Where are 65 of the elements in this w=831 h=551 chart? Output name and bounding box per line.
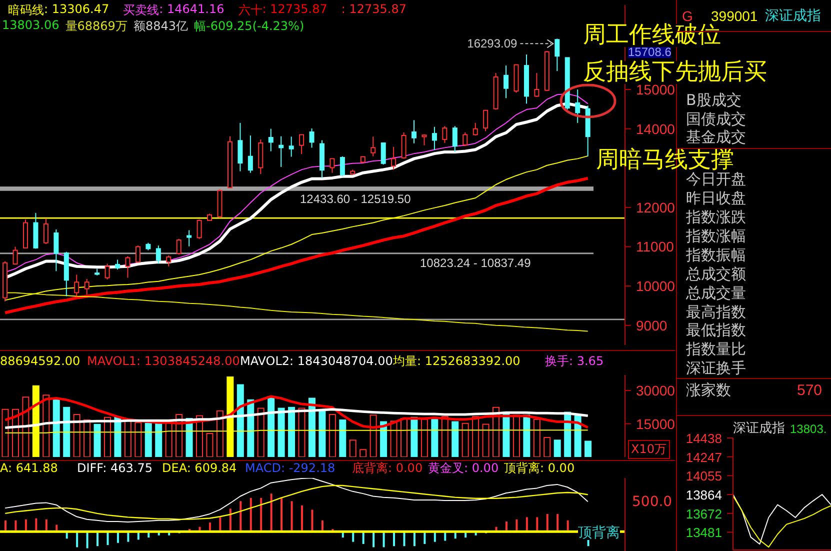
- text: 黄金叉: 0.00: [428, 461, 499, 475]
- text: 今日开盘: [686, 170, 746, 188]
- annotation: : 13306.47: [44, 2, 110, 18]
- text: 暗码线: [8, 2, 44, 19]
- text: 顶背离: 0.00: [504, 461, 575, 475]
- text: DIFF: 463.75: [77, 461, 152, 475]
- annotation: 顶背离: [578, 525, 620, 541]
- y-tick-label: 14055: [686, 468, 722, 484]
- text: 涨家数: [686, 381, 731, 399]
- annotation: 额8843亿: [133, 18, 188, 35]
- text: G: [682, 8, 693, 24]
- y-tick-label: 13481: [686, 525, 722, 540]
- text: 基金成交: [686, 128, 746, 146]
- y-tick-label: 9000: [636, 317, 668, 334]
- text: 总成交额: [686, 265, 746, 283]
- text: 总成交量: [686, 284, 746, 302]
- text: 买卖线: [123, 2, 160, 19]
- annotation: : 14641.16: [159, 2, 224, 18]
- annotation: 量68869万: [65, 18, 128, 35]
- annotation: : 12735.87: [341, 2, 406, 18]
- text: 底背离: 0.00: [352, 461, 423, 475]
- annotation: : 12735.87: [262, 2, 328, 18]
- y-tick-label: 14000: [636, 120, 676, 137]
- y-tick-label: 13864: [686, 487, 722, 502]
- text: 均量: 1252683392.00: [393, 354, 520, 368]
- text: 570: [797, 382, 822, 399]
- y-tick-label: 13672: [686, 506, 722, 522]
- y-tick-label: 30000: [636, 382, 676, 399]
- text: 六十: [238, 2, 262, 19]
- text: 399001: [711, 8, 758, 24]
- text: A: 641.88: [0, 461, 58, 475]
- y-tick-label: 12000: [636, 199, 676, 216]
- y-tick-label: 14438: [686, 431, 722, 446]
- text: 15708.6: [628, 45, 672, 59]
- text: MAVOL2: 1843048704.00: [240, 354, 393, 368]
- text: 深证换手: [686, 359, 746, 377]
- annotation: 反抽线下先抛后买: [583, 59, 767, 85]
- text: 昨日收盘: [686, 189, 746, 207]
- text: MAVOL1: 1303845248.00: [87, 354, 240, 368]
- text: 深证成指: [765, 8, 821, 24]
- text: 88694592.00: [0, 354, 80, 368]
- text: 指数量比: [686, 340, 746, 358]
- text: 指数涨跌: [686, 208, 746, 226]
- text: 指数涨幅: [686, 227, 746, 245]
- y-tick-label: 10000: [636, 278, 676, 294]
- band-label: 10823.24 - 10837.49: [420, 256, 531, 270]
- annotation: 16293.09: [467, 36, 518, 51]
- y-tick-label: 11000: [636, 238, 674, 255]
- text: 换手: 3.65: [545, 354, 604, 368]
- annotation: 13803.06: [2, 18, 60, 34]
- text: 最高指数: [686, 303, 746, 321]
- y-tick-label: 15000: [636, 416, 676, 432]
- y-axis-title: X10万: [628, 440, 670, 459]
- y-tick-label: 14247: [686, 450, 722, 465]
- text: DEA: 609.84: [162, 461, 237, 475]
- annotation: 幅-609.25(-4.23%): [194, 18, 304, 35]
- text: B股成交: [686, 91, 742, 109]
- text: 国债成交: [686, 110, 746, 128]
- chart-title: 深证成指: [733, 421, 785, 436]
- text: 指数振幅: [686, 246, 746, 264]
- text: 最低指数: [686, 321, 746, 339]
- text: 13803.: [790, 422, 827, 436]
- text: MACD: -292.18: [245, 461, 336, 475]
- text: 500.0: [632, 494, 672, 510]
- band-label: 12433.60 - 12519.50: [300, 192, 411, 206]
